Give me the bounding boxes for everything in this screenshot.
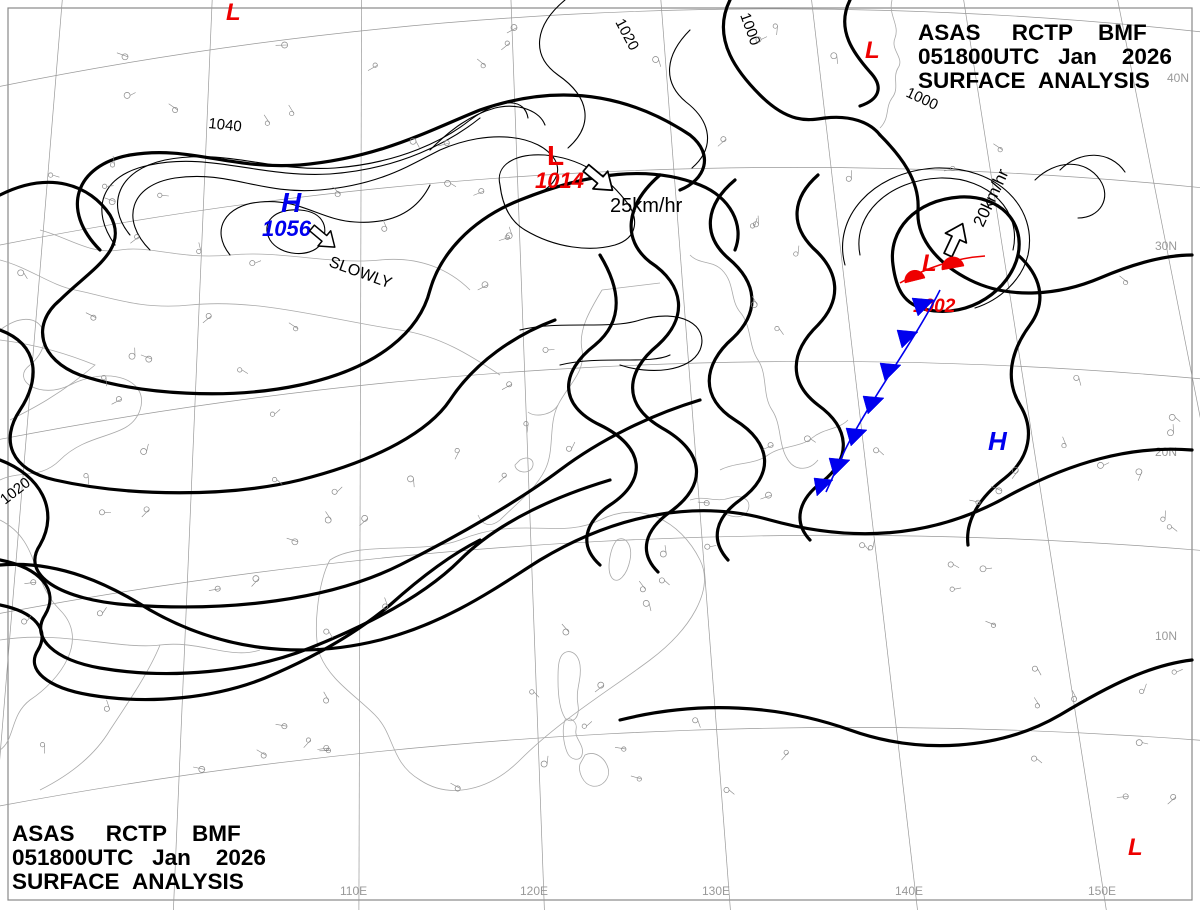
svg-text:1056: 1056 [262,216,312,241]
svg-text:110E: 110E [340,884,367,898]
svg-text:H: H [988,426,1008,456]
svg-text:150E: 150E [1088,884,1116,898]
svg-text:H: H [281,187,302,218]
svg-text:ASAS RCTP BMF: ASAS RCTP BMF [918,20,1147,45]
svg-text:25km/hr: 25km/hr [610,195,683,217]
svg-text:30N: 30N [1155,239,1177,253]
svg-text:L: L [865,37,880,64]
svg-text:SURFACE ANALYSIS: SURFACE ANALYSIS [12,869,244,894]
svg-text:20N: 20N [1155,445,1177,459]
svg-text:L: L [1128,834,1143,861]
svg-text:120E: 120E [520,884,548,898]
svg-text:051800UTC Jan 2026: 051800UTC Jan 2026 [918,44,1172,69]
svg-text:1040: 1040 [208,115,243,135]
svg-text:L: L [547,140,564,171]
svg-text:140E: 140E [895,884,923,898]
svg-text:1014: 1014 [535,168,584,193]
svg-text:ASAS RCTP BMF: ASAS RCTP BMF [12,821,241,846]
svg-text:L: L [922,250,937,277]
svg-text:L: L [226,0,241,26]
svg-text:SURFACE ANALYSIS: SURFACE ANALYSIS [918,68,1150,93]
svg-text:10N: 10N [1155,629,1177,643]
svg-text:1020: 1020 [611,16,642,53]
svg-text:130E: 130E [702,884,730,898]
svg-text:051800UTC Jan 2026: 051800UTC Jan 2026 [12,845,266,870]
svg-text:40N: 40N [1167,71,1189,85]
svg-text:1020: 1020 [0,474,34,508]
